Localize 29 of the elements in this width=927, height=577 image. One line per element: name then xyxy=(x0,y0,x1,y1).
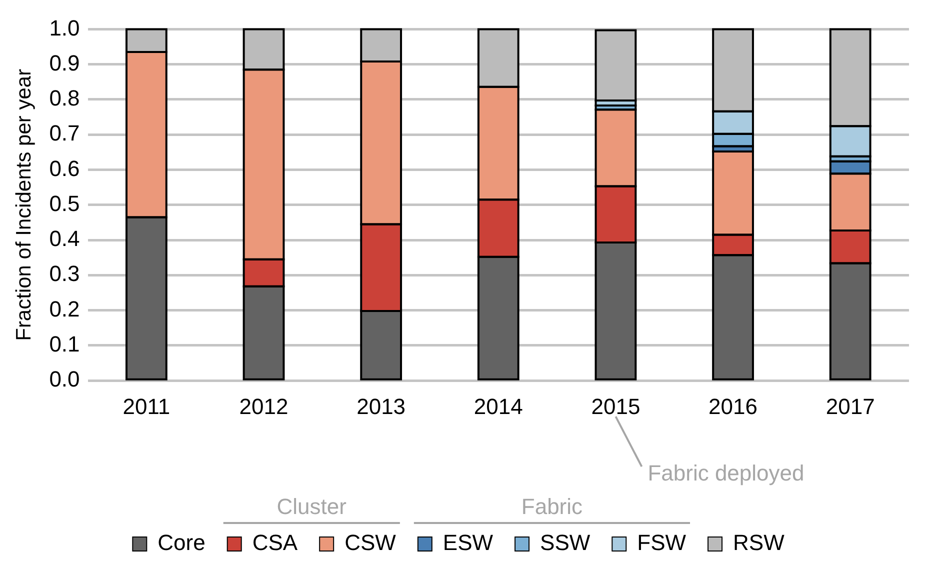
x-tick-label: 2015 xyxy=(591,394,640,419)
x-tick-label: 2016 xyxy=(708,394,758,419)
legend-label: RSW xyxy=(733,530,785,556)
legend-label: SSW xyxy=(540,530,590,556)
x-tick-label: 2013 xyxy=(356,394,406,419)
x-tick-label: 2014 xyxy=(474,394,523,419)
y-tick-label: 0.6 xyxy=(49,156,80,181)
text: Fabric xyxy=(521,494,583,520)
text: Cluster xyxy=(276,494,346,520)
x-tick-label: 2012 xyxy=(239,394,288,419)
legend-label: Core xyxy=(158,530,206,556)
y-tick-label: 0.7 xyxy=(49,120,80,146)
y-tick-label: 0.5 xyxy=(49,190,80,216)
legend-label: CSW xyxy=(344,530,396,556)
y-tick-label: 0.2 xyxy=(49,296,80,322)
text: Fabric deployed xyxy=(648,460,804,486)
y-tick-label: 0.4 xyxy=(49,226,80,252)
legend-label: ESW xyxy=(442,530,494,556)
y-tick-label: 0.1 xyxy=(49,332,80,357)
legend-label: FSW xyxy=(637,530,686,556)
y-tick-label: 1.0 xyxy=(49,15,80,40)
y-tick-label: 0.0 xyxy=(49,366,80,392)
x-tick-label: 2017 xyxy=(826,394,875,419)
y-tick-label: 0.9 xyxy=(49,50,80,76)
x-tick-label: 2011 xyxy=(122,394,170,419)
y-tick-label: 0.3 xyxy=(49,261,80,286)
y-tick-label: 0.8 xyxy=(49,86,80,111)
y-axis-title: Fraction of Incidents per year xyxy=(12,68,36,341)
legend-label: CSA xyxy=(252,530,298,556)
